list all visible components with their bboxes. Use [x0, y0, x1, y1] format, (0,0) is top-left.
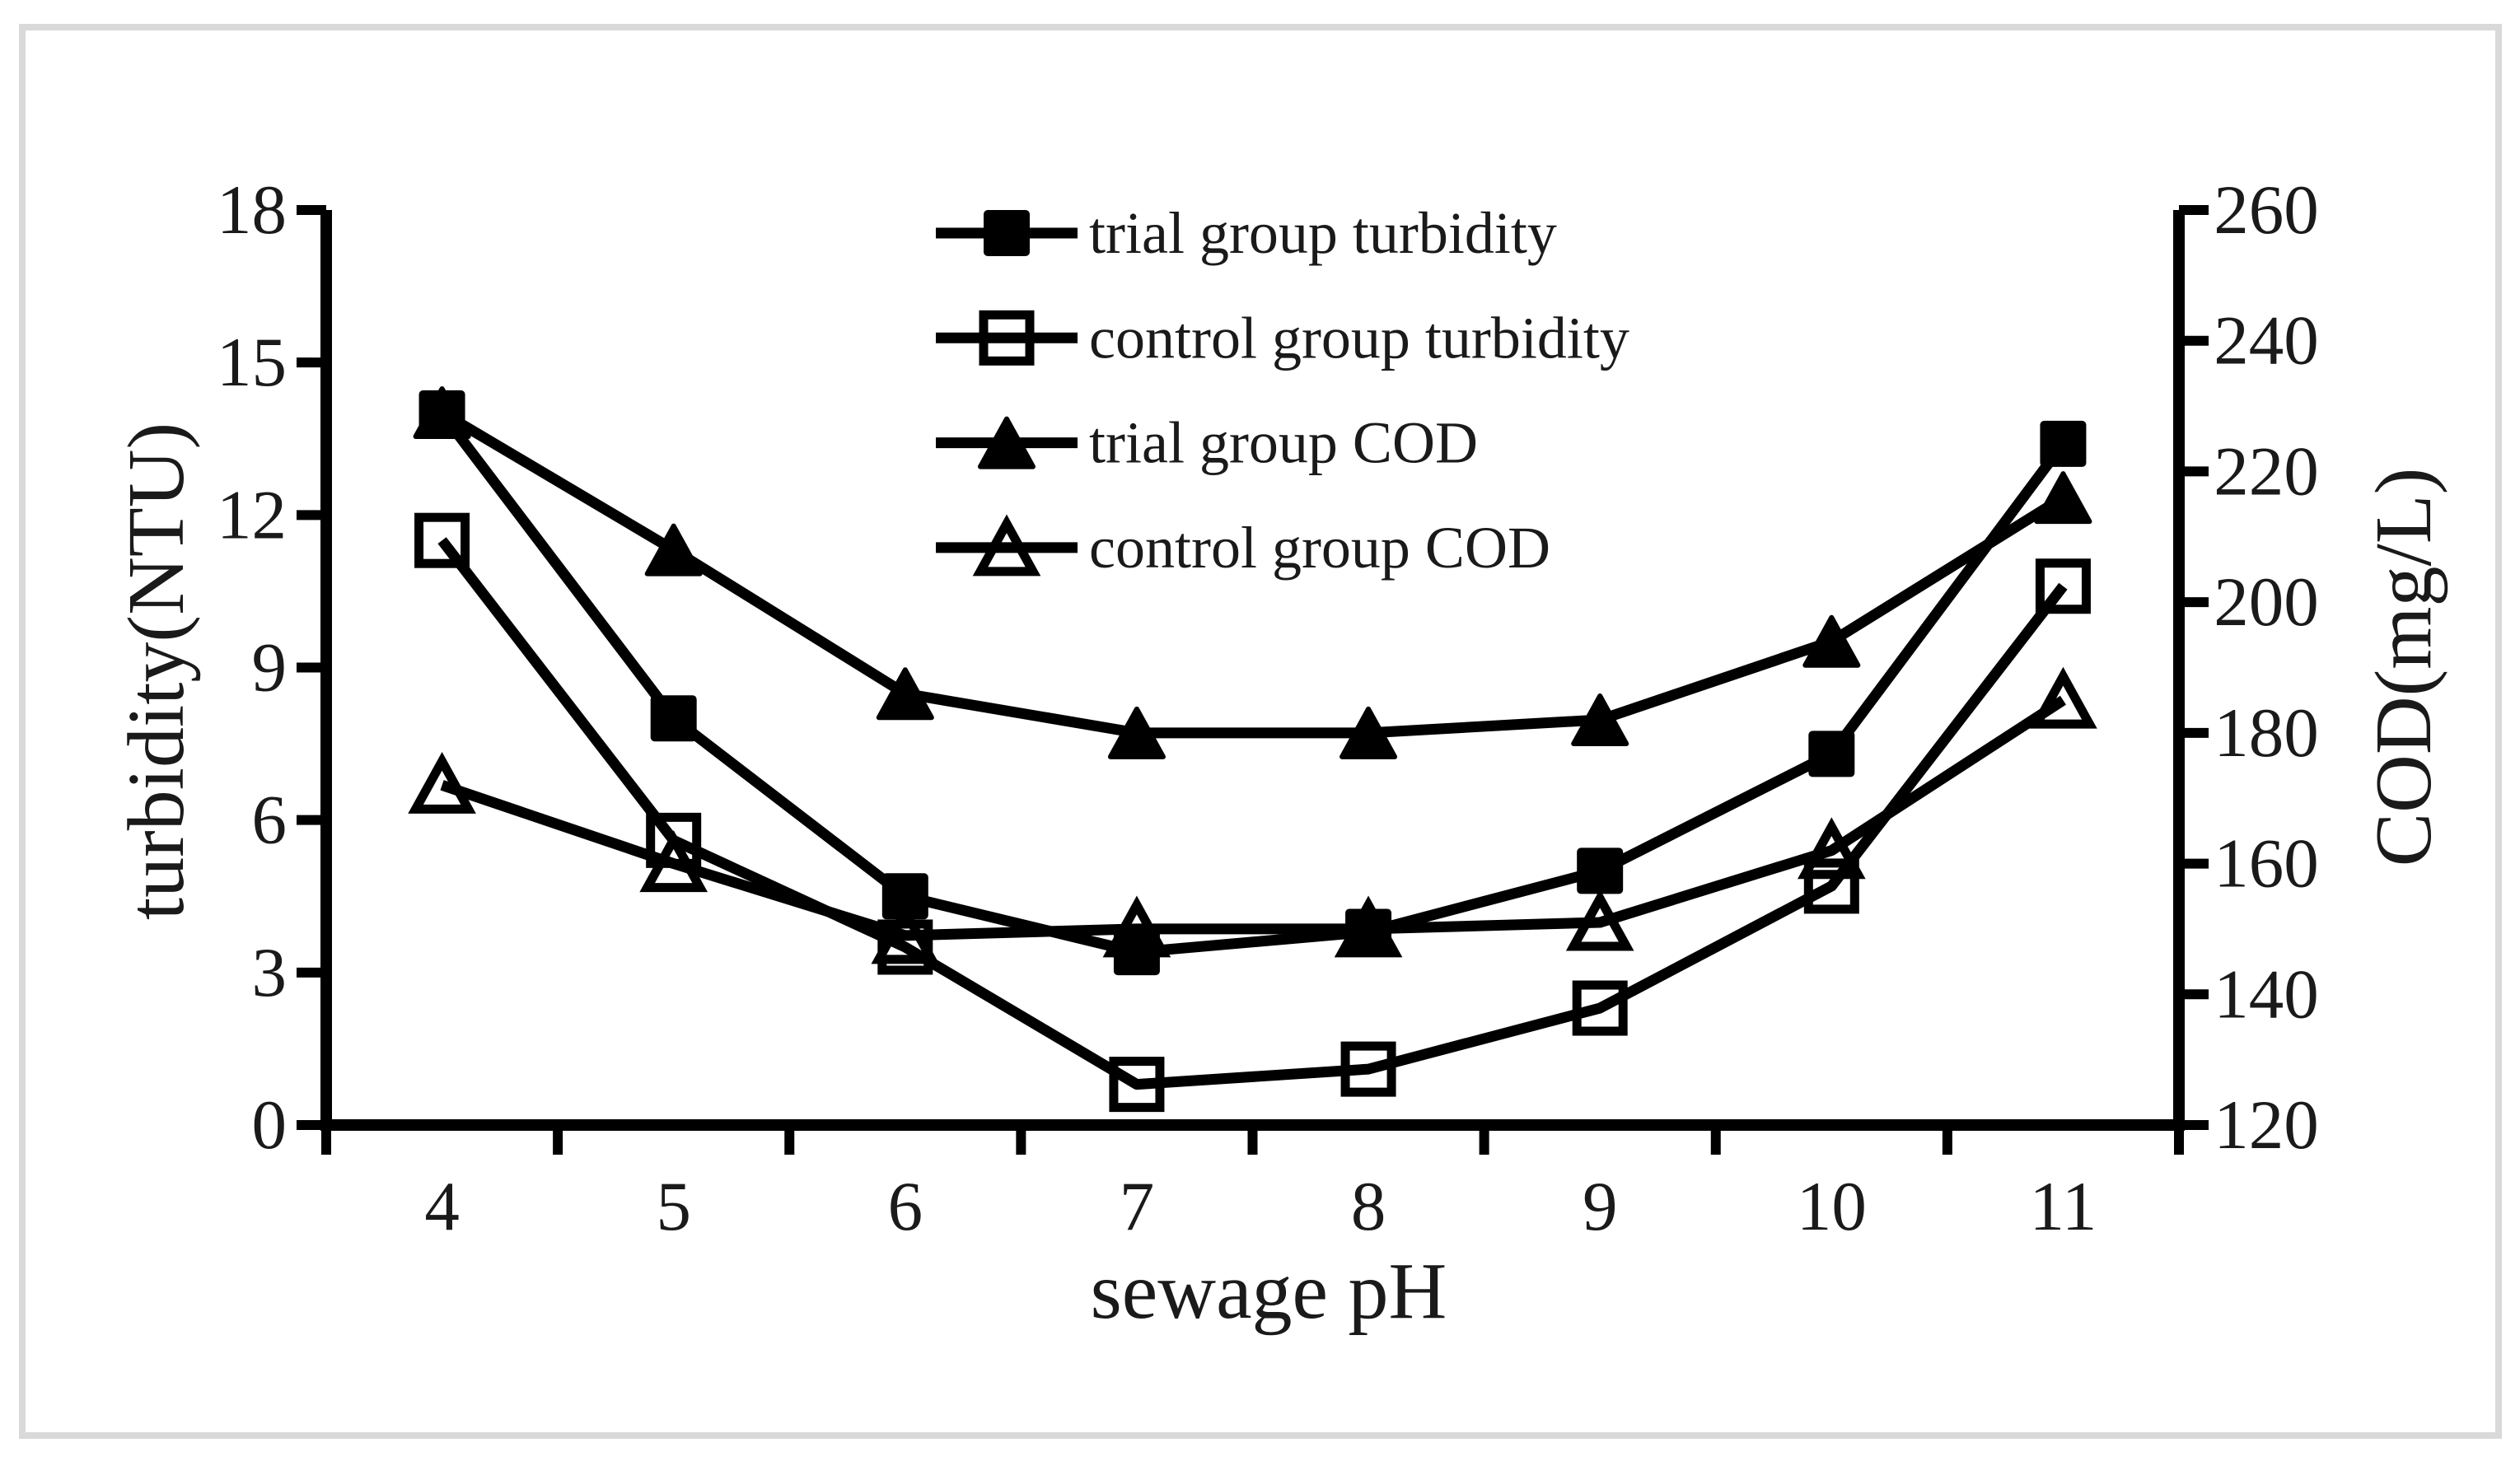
series-line-trial-group-COD — [439, 408, 2066, 739]
x-axis-title: sewage pH — [1091, 1247, 1447, 1336]
marker-open-square — [1340, 1041, 1396, 1097]
x-tick-label: 7 — [1120, 1168, 1155, 1245]
x-tick-label: 6 — [888, 1168, 923, 1245]
legend-label: control group turbidity — [1089, 305, 1629, 371]
marker-open-triangle — [871, 902, 940, 964]
series-path — [437, 409, 2068, 958]
y-left-tick-label: 9 — [252, 629, 288, 707]
x-tick-label: 8 — [1351, 1168, 1386, 1245]
series-line-control-group-turbidity — [437, 537, 2068, 1090]
marker-open-triangle — [1565, 889, 1634, 951]
marker-open-triangle — [408, 751, 476, 814]
series-path — [439, 408, 2066, 739]
y-left-tick-label: 12 — [217, 476, 287, 553]
marker-open-square — [1109, 1057, 1165, 1113]
marker-open-square — [646, 812, 702, 868]
x-tick-label: 5 — [656, 1168, 691, 1245]
axis-ticks — [297, 205, 2209, 1155]
legend-label: control group COD — [1089, 515, 1550, 581]
series-markers-trial-group-COD — [413, 386, 2092, 759]
marker-filled-square — [2040, 420, 2087, 467]
marker-open-triangle — [1334, 895, 1403, 958]
marker-filled-triangle — [876, 667, 934, 721]
marker-filled-triangle — [1802, 614, 1861, 668]
y-right-tick-label: 200 — [2214, 563, 2319, 641]
y-right-axis-title: COD(mg/L) — [2359, 468, 2448, 867]
marker-open-triangle — [2029, 666, 2097, 729]
y-left-tick-label: 6 — [252, 782, 288, 859]
marker-filled-triangle — [1339, 706, 1398, 759]
y-right-tick-label: 220 — [2214, 432, 2319, 510]
y-right-tick-label: 240 — [2214, 302, 2319, 380]
legend-item: control group COD — [936, 514, 1550, 581]
marker-filled-triangle — [1107, 706, 1166, 759]
marker-filled-square — [984, 210, 1030, 256]
series-path — [440, 695, 2066, 941]
y-left-tick-label: 0 — [252, 1086, 288, 1164]
y-right-tick-label: 180 — [2214, 694, 2319, 772]
y-left-tick-label: 3 — [252, 934, 288, 1011]
marker-filled-square — [1808, 731, 1855, 777]
marker-open-triangle — [972, 514, 1041, 577]
series-line-trial-group-turbidity — [437, 409, 2068, 958]
marker-filled-triangle — [413, 386, 471, 440]
legend-label: trial group turbidity — [1089, 200, 1557, 266]
marker-filled-triangle — [978, 416, 1036, 469]
series-markers-control-group-turbidity — [414, 512, 2091, 1113]
x-tick-label: 4 — [424, 1168, 460, 1245]
marker-open-triangle — [1102, 895, 1171, 958]
figure-border — [19, 24, 2502, 1439]
y-left-tick-label: 18 — [217, 171, 287, 249]
marker-open-square — [1803, 858, 1859, 914]
legend-item: trial group turbidity — [936, 200, 1557, 266]
y-left-axis-title: turbidity(NTU) — [112, 423, 201, 920]
x-tick-label: 11 — [2030, 1168, 2097, 1245]
marker-open-triangle — [639, 830, 708, 893]
y-right-tick-label: 140 — [2214, 955, 2319, 1033]
y-right-tick-label: 160 — [2214, 825, 2319, 903]
marker-open-square — [1572, 980, 1628, 1036]
marker-open-triangle — [1797, 817, 1866, 880]
marker-open-square — [979, 310, 1035, 366]
legend-label: trial group COD — [1089, 410, 1478, 476]
marker-filled-triangle — [1571, 693, 1629, 746]
y-left-tick-label: 15 — [217, 324, 287, 401]
legend-item: control group turbidity — [936, 305, 1629, 371]
marker-open-square — [2035, 558, 2091, 614]
series-path — [437, 537, 2068, 1090]
series-line-control-group-COD — [440, 695, 2066, 941]
series-markers-control-group-COD — [408, 666, 2097, 964]
x-tick-label: 10 — [1797, 1168, 1867, 1245]
legend: trial group turbidity control group turbi… — [936, 200, 1629, 581]
marker-filled-triangle — [2034, 471, 2092, 525]
y-right-tick-label: 120 — [2214, 1086, 2319, 1164]
marker-filled-square — [881, 873, 928, 920]
legend-item: trial group COD — [936, 410, 1478, 476]
marker-filled-square — [1577, 847, 1624, 894]
y-right-tick-label: 260 — [2214, 171, 2319, 249]
marker-open-square — [414, 512, 470, 568]
marker-filled-square — [650, 695, 697, 742]
marker-filled-triangle — [644, 523, 703, 577]
x-tick-label: 9 — [1583, 1168, 1618, 1245]
